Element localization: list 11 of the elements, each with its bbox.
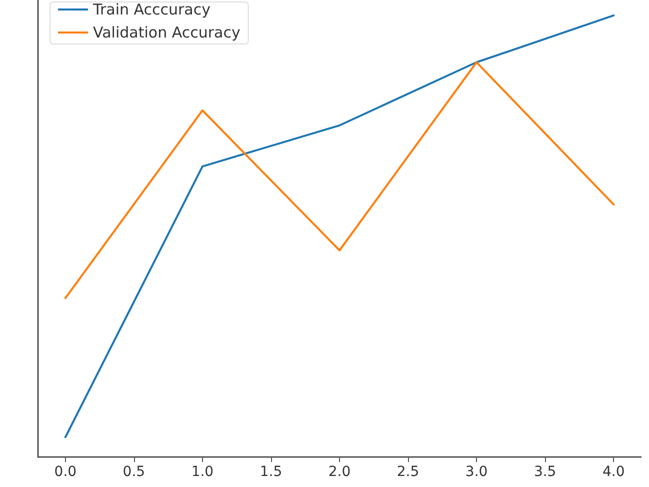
x-tick-label: 4.0 xyxy=(602,464,625,480)
x-tick-label: 2.0 xyxy=(328,464,351,480)
legend-label: Train Acccuracy xyxy=(92,0,211,18)
x-tick-label: 3.0 xyxy=(465,464,488,480)
x-tick-label: 1.0 xyxy=(191,464,214,480)
x-tick-label: 3.5 xyxy=(534,464,556,480)
x-tick-label: 0.0 xyxy=(54,464,77,480)
x-tick-label: 2.5 xyxy=(396,464,420,480)
x-tick-label: 1.5 xyxy=(260,464,282,480)
legend-label: Validation Accuracy xyxy=(93,24,240,42)
x-tick-label: 0.5 xyxy=(122,464,146,480)
